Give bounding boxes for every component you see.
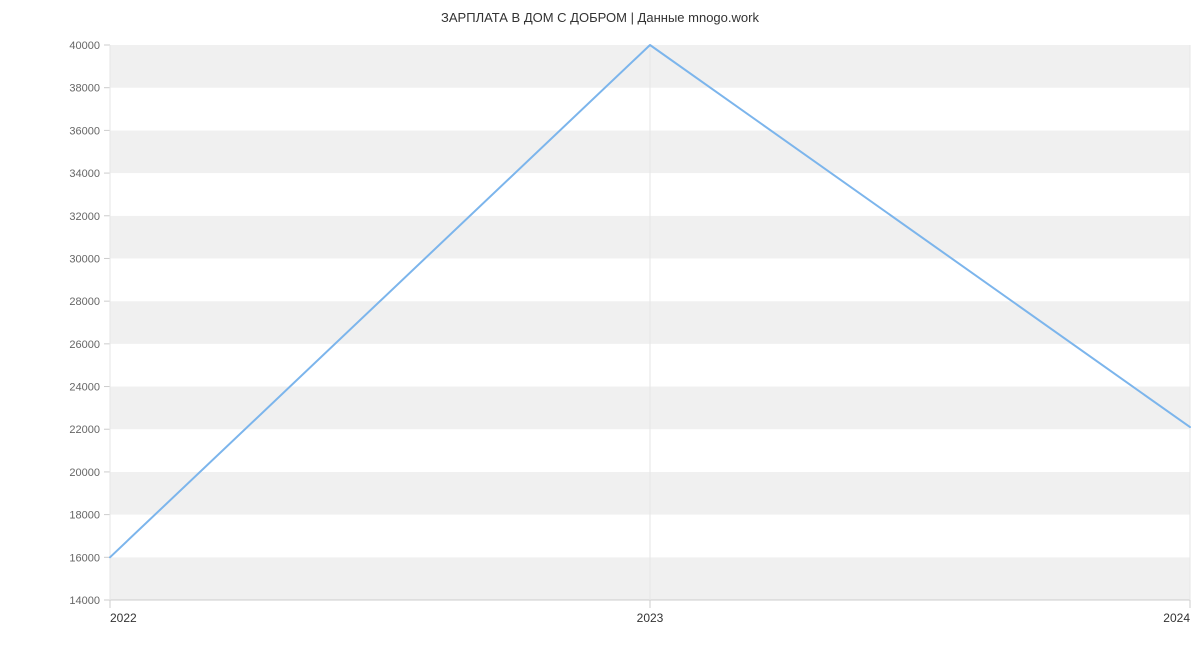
x-tick-label: 2022 [110,611,137,625]
y-tick-label: 40000 [69,40,100,52]
y-tick-label: 38000 [69,83,100,95]
x-tick-label: 2023 [637,611,664,625]
y-tick-label: 14000 [69,595,100,607]
y-tick-label: 22000 [69,424,100,436]
y-tick-label: 20000 [69,467,100,479]
y-tick-label: 34000 [69,168,100,180]
y-tick-label: 26000 [69,339,100,351]
y-tick-label: 30000 [69,253,100,265]
chart-title: ЗАРПЛАТА В ДОМ С ДОБРОМ | Данные mnogo.w… [0,10,1200,25]
chart-svg: 14000 16000 18000 20000 22000 24000 26000 28000… [0,0,1200,650]
chart-container: ЗАРПЛАТА В ДОМ С ДОБРОМ | Данные mnogo.w… [0,0,1200,650]
y-tick-label: 36000 [69,125,100,137]
y-tick-label: 18000 [69,510,100,522]
y-tick-label: 24000 [69,382,100,394]
x-tick-label: 2024 [1163,611,1190,625]
y-tick-label: 28000 [69,296,100,308]
y-tick-label: 16000 [69,552,100,564]
y-tick-label: 32000 [69,211,100,223]
